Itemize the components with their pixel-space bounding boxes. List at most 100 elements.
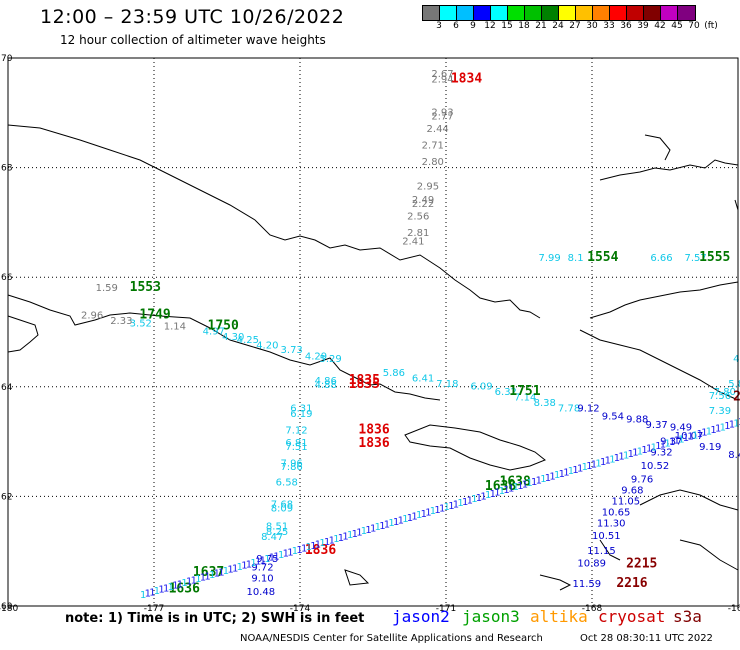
color-scale-label: 70: [688, 21, 700, 31]
wave-height-value: 9.12: [577, 403, 599, 414]
wave-height-value: 7.39: [709, 406, 731, 417]
track-mark: 1: [720, 422, 726, 433]
track-mark: 1: [577, 464, 583, 475]
track-mark: 1: [347, 530, 353, 541]
wave-height-value: 6.09: [470, 382, 492, 393]
color-swatch: [559, 6, 576, 20]
pass-time-label: 1836: [358, 422, 389, 437]
wave-height-value: 9.75: [256, 554, 278, 565]
pass-time-label: 2215: [626, 557, 657, 572]
track-mark: 1: [490, 489, 496, 500]
track-mark: 1: [158, 585, 164, 596]
color-swatch: [610, 6, 627, 20]
color-scale-label: 30: [586, 21, 598, 31]
track-mark: 1: [674, 436, 680, 447]
wave-height-value: 5.86: [383, 368, 405, 379]
lat-tick-label: 66: [1, 273, 13, 283]
wave-height-value: 9.88: [626, 414, 648, 425]
track-mark: 1: [260, 555, 266, 566]
track-mark: 1: [623, 450, 629, 461]
color-swatch: [627, 6, 644, 20]
color-swatch: [661, 6, 678, 20]
track-mark: 1: [246, 559, 252, 570]
track-mark: 1: [522, 480, 528, 491]
track-mark: 1: [421, 509, 427, 520]
color-swatch: [644, 6, 661, 20]
credit-text: NOAA/NESDIS Center for Satellite Applica…: [240, 633, 543, 644]
wave-height-value: 2.77: [431, 111, 453, 122]
track-mark: 1: [306, 542, 312, 553]
pass-time-label: 1836: [358, 436, 389, 451]
wave-height-value: 9.49: [670, 423, 692, 434]
track-mark: 1: [269, 553, 275, 564]
pass-time-label: 1638: [485, 479, 516, 494]
pass-time-label: 1751: [509, 384, 540, 399]
track-mark: 1: [448, 501, 454, 512]
lat-tick-label: 62: [1, 492, 12, 502]
wave-height-value: 6.66: [650, 253, 672, 264]
track-mark: 1: [729, 420, 735, 431]
track-mark: 1: [407, 513, 413, 524]
track-mark: 1: [439, 504, 445, 515]
track-mark: 1: [425, 507, 431, 518]
track-mark: 1: [361, 526, 367, 537]
track-mark: 1: [430, 506, 436, 517]
track-mark: 1: [375, 522, 381, 533]
track-mark: 1: [370, 523, 376, 534]
wave-height-value: 6.32: [495, 387, 517, 398]
coastline-segment: [7, 315, 39, 353]
wave-height-value: 8.38: [534, 398, 556, 409]
lon-tick-label: -174: [290, 604, 311, 614]
lat-tick-label: 64: [1, 383, 13, 393]
track-mark: 1: [595, 458, 601, 469]
track-mark: 1: [163, 583, 169, 594]
wave-height-value: 5.29: [319, 354, 341, 365]
wave-height-value: 2.96: [81, 310, 103, 321]
wave-height-value: 5.83: [728, 379, 740, 390]
lon-tick-label: -168: [582, 604, 603, 614]
map-title: 12:00 – 23:59 UTC 10/26/2022: [40, 6, 345, 28]
pass-time-label: 1834: [451, 72, 482, 87]
track-mark: 1: [609, 454, 615, 465]
coastline-segment: [579, 329, 739, 401]
legend-altika: altika: [530, 607, 588, 626]
wave-height-value: 3.73: [281, 345, 303, 356]
track-mark: 1: [329, 535, 335, 546]
wave-height-value: 10.89: [577, 559, 606, 570]
track-mark: 1: [646, 444, 652, 455]
legend-jason2: jason2: [392, 607, 450, 626]
color-swatch: [508, 6, 525, 20]
coastline-segment: [644, 134, 671, 161]
track-mark: 1: [618, 452, 624, 463]
wave-height-value: 7.68: [271, 499, 293, 510]
wave-height-value: 7.78: [558, 403, 580, 414]
track-mark: 1: [315, 539, 321, 550]
color-swatch: [440, 6, 457, 20]
wave-height-value: 6.19: [290, 409, 312, 420]
track-mark: 1: [264, 554, 270, 565]
track-mark: 1: [480, 492, 486, 503]
track-mark: 1: [149, 587, 155, 598]
wave-height-value: 2.44: [427, 124, 449, 135]
color-swatch: [491, 6, 508, 20]
pass-time-label: 1749: [139, 307, 170, 322]
wave-height-value: 11.59: [573, 579, 602, 590]
track-mark: 1: [457, 498, 463, 509]
wave-height-value: 4.20: [256, 340, 278, 351]
track-mark: 1: [701, 428, 707, 439]
track-mark: 1: [494, 488, 500, 499]
track-mark: 1: [278, 550, 284, 561]
wave-height-value: 4.76: [733, 354, 740, 365]
wave-height-value: 7.56: [709, 391, 731, 402]
map-frame: [7, 57, 739, 607]
track-mark: 1: [540, 474, 546, 485]
wave-height-value: 9.54: [602, 412, 624, 423]
color-scale-label: 18: [518, 21, 530, 31]
track-mark: 1: [687, 432, 693, 443]
wave-height-value: 1.14: [164, 321, 186, 332]
wave-height-value: 7.99: [538, 253, 560, 264]
coastline-segment: [599, 539, 621, 561]
coastline-segment: [7, 294, 441, 401]
pass-time-label: 2216: [616, 576, 647, 591]
track-mark: 1: [444, 502, 450, 513]
